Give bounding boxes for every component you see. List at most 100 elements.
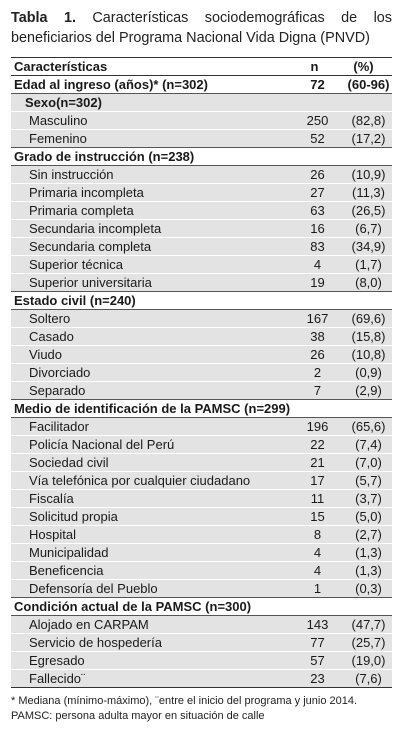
row-n-value: 1 bbox=[294, 579, 335, 598]
row-label: Superior universitaria bbox=[11, 273, 294, 292]
header-percent: (%) bbox=[335, 57, 392, 76]
row-percent-value: (8,0) bbox=[335, 273, 392, 292]
table-row: Fallecido¨ 23 (7,6) bbox=[11, 669, 392, 688]
row-percent-value bbox=[335, 147, 392, 166]
row-label: Hospital bbox=[11, 525, 294, 544]
row-label: Sin instrucción bbox=[11, 165, 294, 184]
row-n-value: 4 bbox=[294, 561, 335, 580]
subsection-row: Sexo(n=302) bbox=[11, 93, 392, 112]
row-label: Facilitador bbox=[11, 417, 294, 436]
row-n-value: 21 bbox=[294, 453, 335, 472]
row-percent-value: (69,6) bbox=[335, 309, 392, 328]
row-percent-value: (60-96) bbox=[335, 75, 392, 94]
row-n-value bbox=[294, 291, 335, 310]
row-label: Secundaria completa bbox=[11, 237, 294, 256]
row-n-value bbox=[294, 93, 335, 112]
row-percent-value: (25,7) bbox=[335, 633, 392, 652]
row-percent-value: (1,3) bbox=[335, 543, 392, 562]
table-row: Superior técnica 4 (1,7) bbox=[11, 255, 392, 274]
row-percent-value: (10,8) bbox=[335, 345, 392, 364]
row-label: Beneficencia bbox=[11, 561, 294, 580]
header-n: n bbox=[294, 57, 335, 76]
section-row: Edad al ingreso (años)* (n=302) 72 (60-96) bbox=[11, 75, 392, 94]
row-label: Sexo(n=302) bbox=[11, 93, 294, 112]
table-row: Solicitud propia 15 (5,0) bbox=[11, 507, 392, 526]
row-percent-value: (82,8) bbox=[335, 111, 392, 130]
table-header-row: Características n (%) bbox=[11, 57, 392, 76]
row-percent-value: (2,9) bbox=[335, 381, 392, 400]
row-n-value: 22 bbox=[294, 435, 335, 454]
table-row: Policía Nacional del Perú 22 (7,4) bbox=[11, 435, 392, 454]
table-row: Separado 7 (2,9) bbox=[11, 381, 392, 400]
row-percent-value: (5,0) bbox=[335, 507, 392, 526]
table-row: Divorciado 2 (0,9) bbox=[11, 363, 392, 382]
row-percent-value: (10,9) bbox=[335, 165, 392, 184]
table-row: Primaria completa 63 (26,5) bbox=[11, 201, 392, 220]
row-label: Fiscalía bbox=[11, 489, 294, 508]
row-n-value: 19 bbox=[294, 273, 335, 292]
row-percent-value bbox=[335, 93, 392, 112]
row-n-value: 143 bbox=[294, 615, 335, 634]
row-percent-value bbox=[335, 291, 392, 310]
row-percent-value: (7,0) bbox=[335, 453, 392, 472]
row-label: Edad al ingreso (años)* (n=302) bbox=[11, 75, 294, 94]
row-label: Defensoría del Pueblo bbox=[11, 579, 294, 598]
row-percent-value: (1,7) bbox=[335, 255, 392, 274]
table-row: Beneficencia 4 (1,3) bbox=[11, 561, 392, 580]
row-label: Fallecido¨ bbox=[11, 669, 294, 688]
table-row: Alojado en CARPAM 143 (47,7) bbox=[11, 615, 392, 634]
row-n-value bbox=[294, 399, 335, 418]
table-row: Secundaria completa 83 (34,9) bbox=[11, 237, 392, 256]
table-row: Superior universitaria 19 (8,0) bbox=[11, 273, 392, 292]
row-percent-value: (19,0) bbox=[335, 651, 392, 670]
row-label: Masculino bbox=[11, 111, 294, 130]
row-percent-value: (34,9) bbox=[335, 237, 392, 256]
row-label: Grado de instrucción (n=238) bbox=[11, 147, 294, 166]
footnote-pamsc: PAMSC: persona adulta mayor en situación… bbox=[11, 710, 265, 722]
row-label: Viudo bbox=[11, 345, 294, 364]
section-row: Estado civil (n=240) bbox=[11, 291, 392, 310]
row-percent-value bbox=[335, 597, 392, 616]
row-n-value: 72 bbox=[294, 75, 335, 94]
section-row: Grado de instrucción (n=238) bbox=[11, 147, 392, 166]
row-n-value: 167 bbox=[294, 309, 335, 328]
row-percent-value: (17,2) bbox=[335, 129, 392, 148]
row-n-value: 77 bbox=[294, 633, 335, 652]
row-percent-value: (0,3) bbox=[335, 579, 392, 598]
row-n-value: 16 bbox=[294, 219, 335, 238]
table-row: Hospital 8 (2,7) bbox=[11, 525, 392, 544]
row-label: Sociedad civil bbox=[11, 453, 294, 472]
row-n-value: 4 bbox=[294, 543, 335, 562]
row-label: Medio de identificación de la PAMSC (n=2… bbox=[11, 399, 294, 418]
row-n-value: 63 bbox=[294, 201, 335, 220]
table-row: Sociedad civil 21 (7,0) bbox=[11, 453, 392, 472]
table-row: Soltero 167 (69,6) bbox=[11, 309, 392, 328]
row-n-value: 250 bbox=[294, 111, 335, 130]
table-caption: Tabla 1. Características sociodemográfic… bbox=[11, 0, 392, 46]
table-row: Defensoría del Pueblo 1 (0,3) bbox=[11, 579, 392, 598]
row-label: Casado bbox=[11, 327, 294, 346]
row-percent-value: (0,9) bbox=[335, 363, 392, 382]
row-percent-value: (1,3) bbox=[335, 561, 392, 580]
row-n-value bbox=[294, 597, 335, 616]
row-n-value: 27 bbox=[294, 183, 335, 202]
row-n-value: 57 bbox=[294, 651, 335, 670]
table-row: Sin instrucción 26 (10,9) bbox=[11, 165, 392, 184]
table-row: Casado 38 (15,8) bbox=[11, 327, 392, 346]
table-row: Secundaria incompleta 16 (6,7) bbox=[11, 219, 392, 238]
row-n-value: 11 bbox=[294, 489, 335, 508]
row-label: Solicitud propia bbox=[11, 507, 294, 526]
row-label: Divorciado bbox=[11, 363, 294, 382]
row-n-value: 196 bbox=[294, 417, 335, 436]
row-label: Policía Nacional del Perú bbox=[11, 435, 294, 454]
table-row: Municipalidad 4 (1,3) bbox=[11, 543, 392, 562]
row-label: Superior técnica bbox=[11, 255, 294, 274]
row-n-value: 4 bbox=[294, 255, 335, 274]
row-percent-value: (65,6) bbox=[335, 417, 392, 436]
row-n-value: 26 bbox=[294, 345, 335, 364]
row-n-value: 2 bbox=[294, 363, 335, 382]
row-n-value: 15 bbox=[294, 507, 335, 526]
row-label: Secundaria incompleta bbox=[11, 219, 294, 238]
row-label: Municipalidad bbox=[11, 543, 294, 562]
row-n-value: 52 bbox=[294, 129, 335, 148]
